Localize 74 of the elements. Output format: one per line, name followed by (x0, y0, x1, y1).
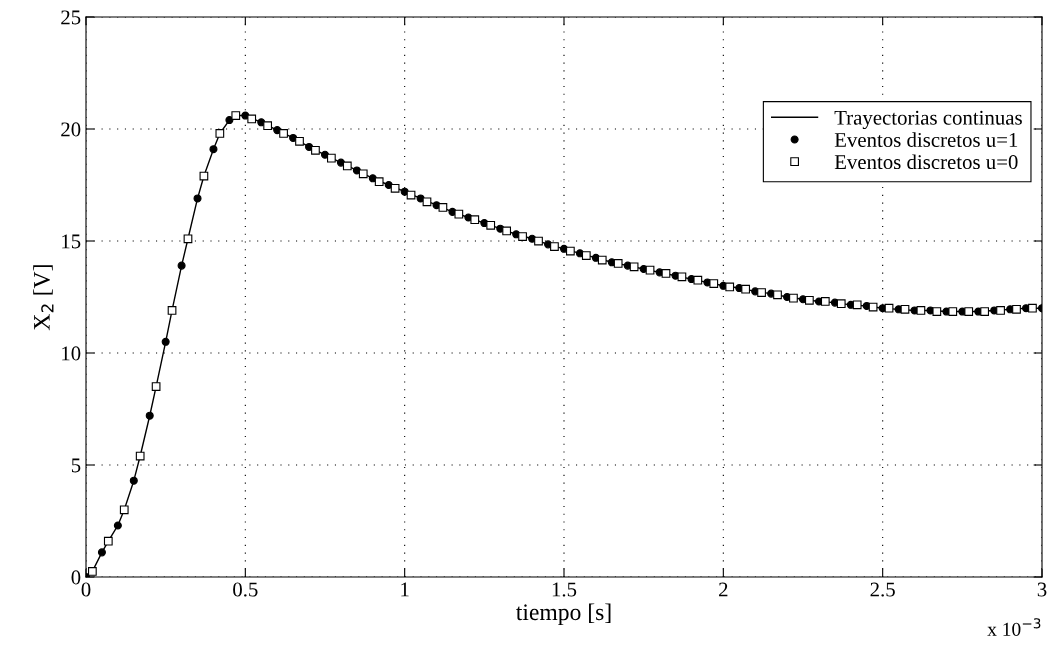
point (948, 307, 958, 316)
x-tick-label: 1 (401, 582, 409, 597)
point (916, 306, 926, 315)
x-tick-label: 0 (81, 582, 91, 597)
y-axis-title: X$_{2}$ [V] (33, 265, 54, 331)
point (311, 145, 320, 155)
point (502, 226, 512, 236)
point (820, 297, 830, 306)
point (215, 129, 225, 138)
point (1012, 304, 1021, 314)
point (613, 259, 623, 268)
point (119, 505, 129, 515)
point (677, 272, 687, 282)
x-tick-label: 2 (719, 582, 728, 597)
y-tick-label: 20 (61, 122, 81, 137)
point (390, 183, 400, 193)
point (757, 288, 766, 297)
point (581, 251, 591, 260)
point (295, 136, 304, 146)
point (1028, 303, 1037, 313)
legend-label: Eventos discretos u=0 (834, 154, 1018, 170)
point (167, 306, 177, 315)
point (852, 300, 862, 310)
point (438, 203, 448, 212)
point (996, 306, 1005, 315)
point (470, 215, 480, 225)
point (374, 177, 384, 187)
point (804, 295, 814, 305)
point (422, 197, 432, 207)
point (486, 220, 496, 230)
point (709, 279, 719, 288)
point (534, 236, 543, 246)
point (279, 129, 288, 138)
legend-label: Eventos discretos u=1 (834, 132, 1018, 147)
point (454, 209, 464, 219)
x-tick-label: 0.5 (233, 582, 258, 597)
point (789, 293, 798, 303)
point (725, 282, 735, 292)
x-tick-label: 3 (1037, 582, 1047, 597)
point (103, 536, 113, 546)
point (836, 299, 846, 309)
point (342, 161, 352, 171)
point (151, 382, 161, 391)
y-tick-label: 10 (62, 346, 81, 361)
point (629, 262, 639, 272)
point (247, 114, 257, 124)
y-tick-label: 0 (71, 570, 81, 585)
point (900, 304, 910, 314)
legend-label: Trayectorias continuas (834, 110, 1022, 130)
point (550, 242, 559, 251)
text: x 10$^{−3}$ (987, 618, 1041, 636)
point (231, 111, 241, 120)
y-tick-label: 5 (71, 458, 81, 473)
point (326, 153, 336, 163)
x-tick-label: 2.5 (870, 582, 895, 597)
point (693, 275, 703, 285)
point (964, 307, 974, 316)
point (263, 121, 273, 131)
point (183, 234, 193, 244)
point (932, 307, 942, 316)
point (358, 169, 368, 179)
y-tick-label: 15 (62, 234, 81, 249)
point (135, 451, 145, 461)
point (980, 307, 990, 316)
point (773, 290, 782, 300)
y-tick-label: 25 (61, 10, 81, 25)
point (518, 232, 527, 241)
point (661, 269, 671, 278)
point (597, 255, 607, 265)
point (884, 303, 894, 313)
x-axis-title: tiempo [s] (516, 603, 611, 625)
x-tick-label: 1.5 (552, 582, 577, 597)
point (741, 284, 751, 294)
point (565, 246, 575, 256)
